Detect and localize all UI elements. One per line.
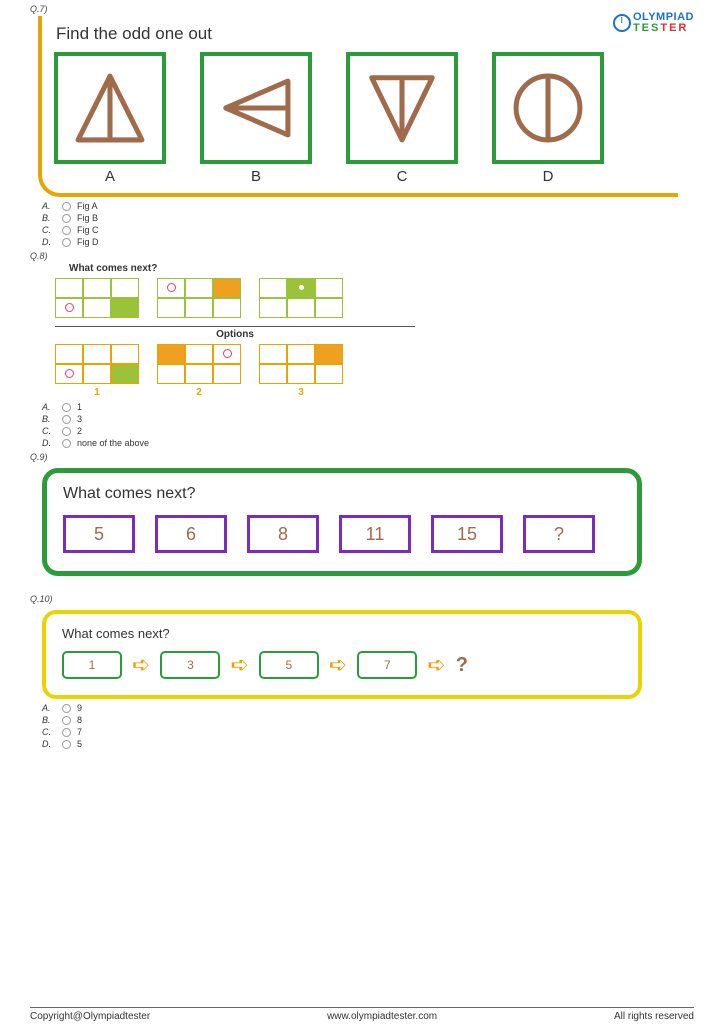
- q8-answers: A.1 B.3 C.2 D.none of the above: [42, 402, 724, 448]
- q10-number: Q.10): [30, 594, 724, 604]
- radio-q7-d[interactable]: [62, 238, 71, 247]
- q9-box-4: 15: [431, 515, 503, 553]
- radio-q10-b[interactable]: [62, 716, 71, 725]
- footer-copyright: Copyright@Olympiadtester: [30, 1011, 150, 1022]
- q10-box-1: 3: [160, 651, 220, 679]
- footer-url: www.olympiadtester.com: [327, 1011, 437, 1022]
- q7-answers: A.Fig A B.Fig B C.Fig C D.Fig D: [42, 201, 724, 247]
- q7-fig-c: [346, 52, 458, 164]
- pattern-grid: [157, 344, 241, 384]
- radio-q8-d[interactable]: [62, 439, 71, 448]
- pattern-grid: [55, 344, 139, 384]
- q8-number: Q.8): [30, 251, 724, 261]
- q10-final: ?: [456, 654, 468, 677]
- q9-box-2: 8: [247, 515, 319, 553]
- arrow-icon: ➪: [132, 652, 150, 678]
- q9-panel: What comes next? 5 6 8 11 15 ?: [42, 468, 642, 576]
- arrow-icon: ➪: [329, 652, 347, 678]
- q9-title: What comes next?: [63, 485, 621, 503]
- arrow-icon: ➪: [427, 652, 445, 678]
- q7-fig-a: [54, 52, 166, 164]
- q7-panel: Find the odd one out A B C D: [38, 16, 678, 197]
- q7-label-b: B: [200, 168, 312, 185]
- q10-answers: A.9 B.8 C.7 D.5: [42, 703, 724, 749]
- q7-fig-b: [200, 52, 312, 164]
- pattern-grid: [259, 278, 343, 318]
- q7-title: Find the odd one out: [56, 24, 678, 44]
- q9-box-0: 5: [63, 515, 135, 553]
- q9-number: Q.9): [30, 452, 724, 462]
- radio-q10-d[interactable]: [62, 740, 71, 749]
- q9-box-5: ?: [523, 515, 595, 553]
- radio-q10-a[interactable]: [62, 704, 71, 713]
- q8-panel: What comes next? Options 1 2 3: [55, 263, 415, 398]
- q7-label-d: D: [492, 168, 604, 185]
- q7-label-c: C: [346, 168, 458, 185]
- q8-title: What comes next?: [69, 263, 415, 274]
- radio-q7-c[interactable]: [62, 226, 71, 235]
- q7-fig-d: [492, 52, 604, 164]
- radio-q8-a[interactable]: [62, 403, 71, 412]
- radio-q8-b[interactable]: [62, 415, 71, 424]
- q8-divider: [55, 326, 415, 327]
- pattern-grid: [259, 344, 343, 384]
- q9-box-3: 11: [339, 515, 411, 553]
- radio-q10-c[interactable]: [62, 728, 71, 737]
- q10-box-3: 7: [357, 651, 417, 679]
- arrow-icon: ➪: [230, 652, 248, 678]
- q8-options-title: Options: [55, 329, 415, 340]
- q9-box-1: 6: [155, 515, 227, 553]
- page-footer: Copyright@Olympiadtester www.olympiadtes…: [30, 1007, 694, 1022]
- q10-box-2: 5: [259, 651, 319, 679]
- radio-q7-b[interactable]: [62, 214, 71, 223]
- radio-q8-c[interactable]: [62, 427, 71, 436]
- q10-title: What comes next?: [62, 626, 622, 641]
- q7-label-a: A: [54, 168, 166, 185]
- q10-panel: What comes next? 1 ➪ 3 ➪ 5 ➪ 7 ➪ ?: [42, 610, 642, 699]
- radio-q7-a[interactable]: [62, 202, 71, 211]
- pattern-grid: [157, 278, 241, 318]
- footer-rights: All rights reserved: [614, 1011, 694, 1022]
- q10-box-0: 1: [62, 651, 122, 679]
- pattern-grid: [55, 278, 139, 318]
